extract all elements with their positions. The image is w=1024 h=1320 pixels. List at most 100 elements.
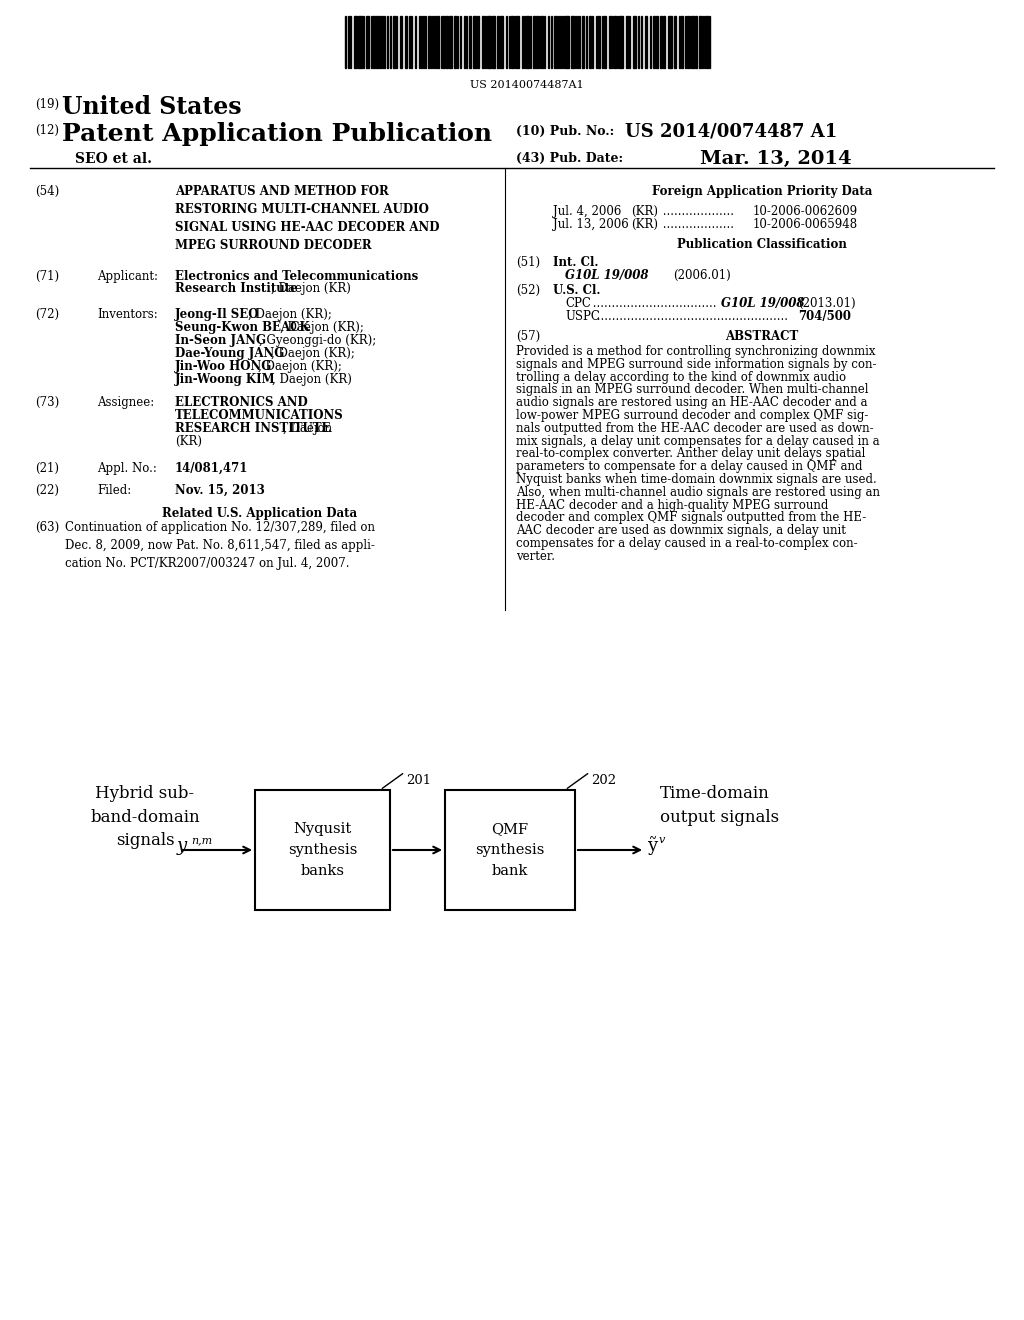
Text: AAC decoder are used as downmix signals, a delay unit: AAC decoder are used as downmix signals,…	[516, 524, 846, 537]
Text: Continuation of application No. 12/307,289, filed on
Dec. 8, 2009, now Pat. No. : Continuation of application No. 12/307,2…	[65, 521, 375, 570]
Bar	[400, 16, 402, 69]
Text: RESEARCH INSTITUTE: RESEARCH INSTITUTE	[175, 422, 331, 436]
Bar	[255, 789, 390, 909]
Text: (KR): (KR)	[631, 218, 658, 231]
Bar	[497, 16, 499, 69]
Text: , Daejon (KR): , Daejon (KR)	[272, 374, 352, 385]
Bar	[681, 16, 683, 69]
Text: 704/500: 704/500	[798, 310, 851, 323]
Text: In-Seon JANG: In-Seon JANG	[175, 334, 266, 347]
Text: Dae-Young JANG: Dae-Young JANG	[175, 347, 285, 360]
Bar	[536, 16, 538, 69]
Text: ABSTRACT: ABSTRACT	[725, 330, 799, 343]
Text: (73): (73)	[35, 396, 59, 409]
Bar	[516, 16, 519, 69]
Text: y: y	[177, 837, 187, 855]
Bar	[477, 16, 479, 69]
Text: (63): (63)	[35, 521, 59, 535]
Text: Seung-Kwon BEACK: Seung-Kwon BEACK	[175, 321, 309, 334]
Bar	[692, 16, 694, 69]
Bar	[379, 16, 381, 69]
Bar	[614, 16, 616, 69]
Text: (KR): (KR)	[175, 436, 202, 447]
Bar	[589, 16, 591, 69]
Text: Int. Cl.: Int. Cl.	[553, 256, 598, 269]
Bar	[445, 789, 575, 909]
Text: decoder and complex QMF signals outputted from the HE-: decoder and complex QMF signals outputte…	[516, 511, 866, 524]
Text: Publication Classification: Publication Classification	[677, 238, 847, 251]
Text: 202: 202	[591, 774, 616, 787]
Text: Related U.S. Application Data: Related U.S. Application Data	[163, 507, 357, 520]
Bar	[373, 16, 375, 69]
Bar	[633, 16, 636, 69]
Bar	[358, 16, 362, 69]
Bar	[541, 16, 543, 69]
Bar	[500, 16, 503, 69]
Bar	[674, 16, 676, 69]
Text: Inventors:: Inventors:	[97, 308, 158, 321]
Bar	[482, 16, 484, 69]
Text: , Daejon (KR): , Daejon (KR)	[271, 282, 351, 294]
Bar	[454, 16, 456, 69]
Bar	[443, 16, 445, 69]
Text: verter.: verter.	[516, 550, 555, 562]
Bar	[376, 16, 378, 69]
Text: (54): (54)	[35, 185, 59, 198]
Text: Also, when multi-channel audio signals are restored using an: Also, when multi-channel audio signals a…	[516, 486, 880, 499]
Bar	[393, 16, 395, 69]
Bar	[699, 16, 701, 69]
Bar	[695, 16, 697, 69]
Bar	[663, 16, 665, 69]
Bar	[469, 16, 471, 69]
Text: compensates for a delay caused in a real-to-complex con-: compensates for a delay caused in a real…	[516, 537, 858, 550]
Text: Research Institute: Research Institute	[175, 282, 298, 294]
Text: TELECOMMUNICATIONS: TELECOMMUNICATIONS	[175, 409, 344, 422]
Text: ỹ: ỹ	[647, 837, 657, 855]
Text: parameters to compensate for a delay caused in QMF and: parameters to compensate for a delay cau…	[516, 461, 862, 473]
Text: Hybrid sub-
band-domain
signals: Hybrid sub- band-domain signals	[90, 785, 200, 849]
Text: trolling a delay according to the kind of downmix audio: trolling a delay according to the kind o…	[516, 371, 846, 384]
Text: Nyquist banks when time-domain downmix signals are used.: Nyquist banks when time-domain downmix s…	[516, 473, 877, 486]
Text: nals outputted from the HE-AAC decoder are used as down-: nals outputted from the HE-AAC decoder a…	[516, 422, 873, 434]
Text: , Daejon (KR);: , Daejon (KR);	[248, 308, 332, 321]
Text: Jul. 4, 2006: Jul. 4, 2006	[553, 205, 622, 218]
Text: US 2014/0074487 A1: US 2014/0074487 A1	[625, 121, 838, 140]
Bar	[668, 16, 672, 69]
Text: QMF
synthesis
bank: QMF synthesis bank	[475, 822, 545, 878]
Text: , Daejon (KR);: , Daejon (KR);	[271, 347, 355, 360]
Bar	[660, 16, 662, 69]
Text: Jul. 13, 2006: Jul. 13, 2006	[553, 218, 629, 231]
Text: , Daejon (KR);: , Daejon (KR);	[258, 360, 342, 374]
Text: G10L 19/008: G10L 19/008	[565, 269, 648, 282]
Bar	[571, 16, 574, 69]
Bar	[604, 16, 606, 69]
Text: US 20140074487A1: US 20140074487A1	[470, 81, 584, 90]
Text: Applicant:: Applicant:	[97, 271, 158, 282]
Bar	[565, 16, 569, 69]
Bar	[511, 16, 513, 69]
Text: SEO et al.: SEO et al.	[75, 152, 152, 166]
Text: real-to-complex converter. Anther delay unit delays spatial: real-to-complex converter. Anther delay …	[516, 447, 865, 461]
Text: Jeong-Il SEO: Jeong-Il SEO	[175, 308, 259, 321]
Bar	[354, 16, 357, 69]
Text: ...................................................: ........................................…	[593, 310, 788, 323]
Text: (2006.01): (2006.01)	[673, 269, 731, 282]
Text: ELECTRONICS AND: ELECTRONICS AND	[175, 396, 308, 409]
Text: 201: 201	[406, 774, 431, 787]
Text: , Daejon: , Daejon	[283, 422, 332, 436]
Text: U.S. Cl.: U.S. Cl.	[553, 284, 600, 297]
Bar	[618, 16, 623, 69]
Text: audio signals are restored using an HE-AAC decoder and a: audio signals are restored using an HE-A…	[516, 396, 867, 409]
Bar	[653, 16, 655, 69]
Text: Electronics and Telecommunications: Electronics and Telecommunications	[175, 271, 418, 282]
Text: .................................: .................................	[589, 297, 717, 310]
Bar	[437, 16, 439, 69]
Text: Mar. 13, 2014: Mar. 13, 2014	[700, 150, 852, 168]
Bar	[582, 16, 584, 69]
Bar	[473, 16, 476, 69]
Text: Filed:: Filed:	[97, 484, 131, 498]
Text: signals in an MPEG surround decoder. When multi-channel: signals in an MPEG surround decoder. Whe…	[516, 383, 868, 396]
Text: Jin-Woong KIM: Jin-Woong KIM	[175, 374, 275, 385]
Bar	[406, 16, 407, 69]
Text: G10L 19/008: G10L 19/008	[721, 297, 805, 310]
